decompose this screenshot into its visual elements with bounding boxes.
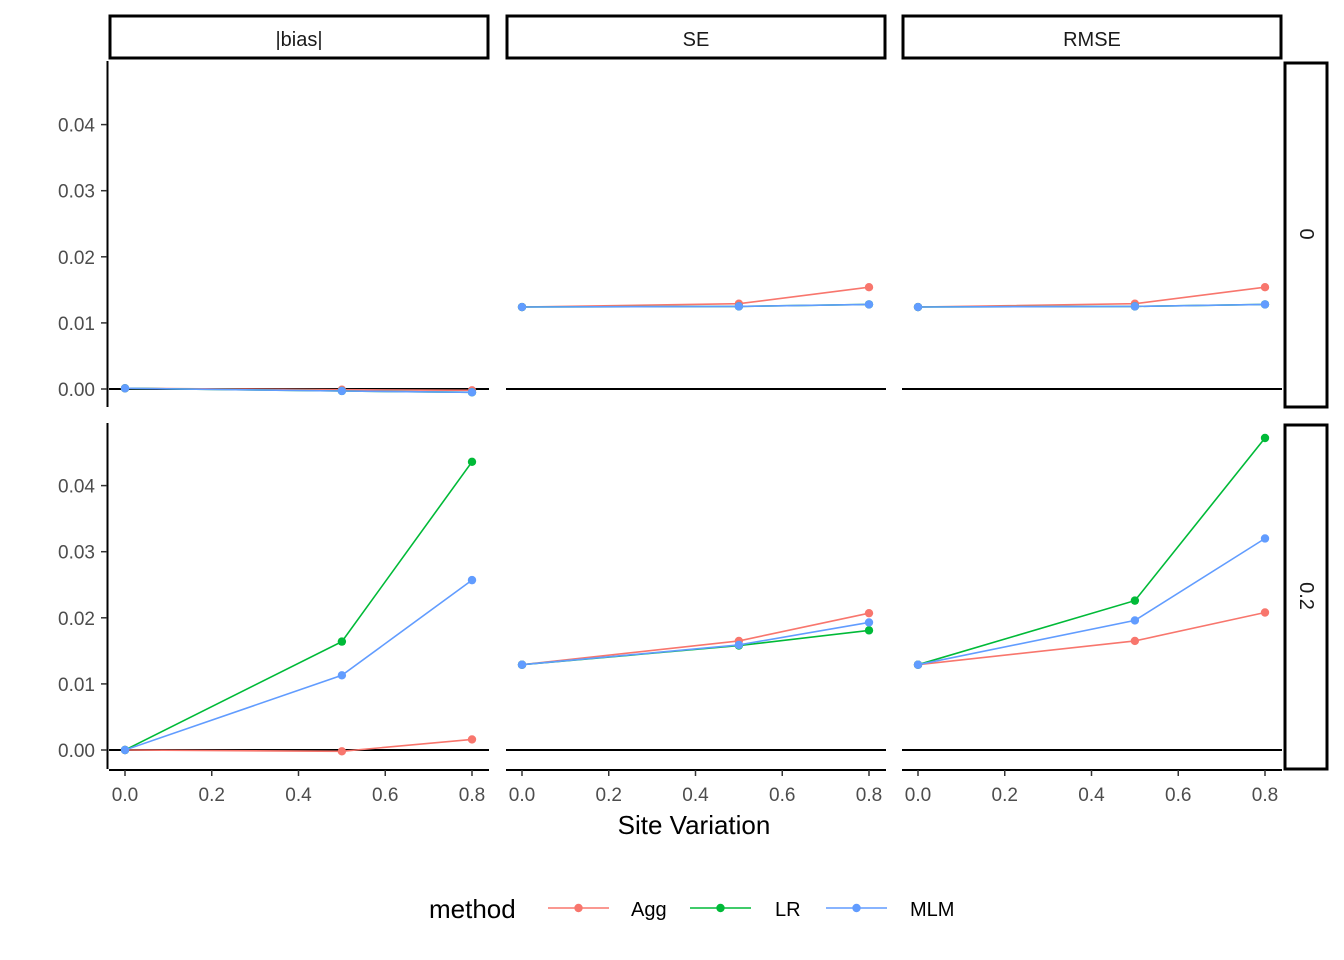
x-axis-title: Site Variation bbox=[618, 810, 771, 840]
panel-se-row-0-2 bbox=[506, 608, 886, 751]
y-tick-label: 0.00 bbox=[58, 741, 95, 762]
data-point-mlm bbox=[467, 575, 477, 585]
legend-label-agg: Agg bbox=[631, 899, 667, 921]
data-point-mlm bbox=[864, 300, 874, 309]
data-point-mlm bbox=[120, 384, 130, 393]
legend-key-point-agg bbox=[574, 903, 583, 913]
x-tick-label: 0.6 bbox=[372, 785, 398, 806]
strip-label-bias: |bias| bbox=[275, 29, 322, 51]
x-tick-label: 0.2 bbox=[992, 785, 1018, 806]
x-tick-label: 0.4 bbox=[285, 785, 312, 806]
legend: method Agg LR MLM bbox=[429, 894, 954, 924]
panel-bias-row-0-2 bbox=[109, 457, 489, 756]
data-point-mlm bbox=[1130, 302, 1140, 311]
row-strip-label-0-2: 0.2 bbox=[1295, 582, 1317, 610]
x-tick-label: 0.6 bbox=[1165, 785, 1191, 806]
y-tick-label: 0.03 bbox=[58, 182, 95, 203]
data-point-lr bbox=[1260, 433, 1270, 443]
y-tick-label: 0.04 bbox=[58, 477, 95, 498]
x-tick-label: 0.4 bbox=[1078, 785, 1105, 806]
panels bbox=[109, 283, 1282, 756]
row-strip-0-2-box bbox=[1283, 423, 1329, 771]
data-point-mlm bbox=[734, 302, 744, 311]
legend-title: method bbox=[429, 894, 516, 924]
y-tick-label: 0.04 bbox=[58, 116, 95, 137]
x-tick-label: 0.2 bbox=[199, 785, 225, 806]
panel-se-row-0 bbox=[506, 283, 886, 390]
data-point-mlm bbox=[734, 640, 744, 650]
data-point-lr bbox=[337, 637, 347, 646]
strip-se-box bbox=[505, 14, 887, 60]
y-tick-label: 0.02 bbox=[58, 248, 95, 269]
x-tick-label: 0.2 bbox=[596, 785, 622, 806]
y-tick-label: 0.01 bbox=[58, 314, 95, 335]
legend-label-lr: LR bbox=[775, 899, 801, 921]
data-point-lr bbox=[467, 457, 477, 467]
data-point-mlm bbox=[517, 302, 527, 312]
data-point-lr bbox=[864, 626, 874, 635]
data-point-agg bbox=[467, 735, 477, 744]
x-tick-label: 0.0 bbox=[905, 785, 931, 806]
panel-rmse-row-0-2 bbox=[902, 433, 1282, 751]
data-point-mlm bbox=[913, 660, 923, 669]
legend-label-mlm: MLM bbox=[910, 899, 954, 921]
panel-rmse-row-0 bbox=[902, 283, 1282, 390]
x-tick-label: 0.6 bbox=[769, 785, 795, 806]
data-point-mlm bbox=[467, 388, 477, 397]
y-tick-label: 0.01 bbox=[58, 675, 95, 696]
data-point-mlm bbox=[1260, 300, 1270, 309]
x-tick-label: 0.8 bbox=[1252, 785, 1278, 806]
x-tick-label: 0.8 bbox=[856, 785, 882, 806]
data-point-mlm bbox=[337, 386, 347, 396]
data-point-agg bbox=[337, 747, 347, 756]
x-tick-label: 0.8 bbox=[459, 785, 485, 806]
data-point-mlm bbox=[337, 671, 347, 680]
data-point-agg bbox=[1260, 608, 1270, 617]
row-strip-label-0: 0 bbox=[1295, 228, 1317, 239]
strip-bias-box bbox=[108, 14, 490, 60]
data-point-mlm bbox=[1260, 534, 1270, 543]
row-strips: 00.2 bbox=[1283, 61, 1329, 771]
y-tick-label: 0.00 bbox=[58, 380, 95, 401]
data-point-lr bbox=[1130, 596, 1140, 605]
data-point-mlm bbox=[1130, 616, 1140, 625]
data-point-mlm bbox=[517, 660, 527, 669]
y-tick-label: 0.02 bbox=[58, 609, 95, 630]
data-point-agg bbox=[1130, 636, 1140, 646]
data-point-agg bbox=[864, 608, 874, 618]
axes: 0.00 0.01 0.02 0.03 0.04 0.00 0.01 0.02 0.03 0.04… bbox=[58, 61, 1282, 806]
strip-rmse-box bbox=[901, 14, 1283, 60]
data-point-agg bbox=[864, 283, 874, 292]
strip-label-se: SE bbox=[683, 29, 710, 51]
data-point-mlm bbox=[120, 745, 130, 755]
x-tick-label: 0.0 bbox=[112, 785, 138, 806]
data-point-mlm bbox=[864, 618, 874, 627]
panel-bias-row-0 bbox=[109, 384, 489, 397]
legend-key-point-mlm bbox=[852, 903, 861, 913]
data-point-mlm bbox=[913, 302, 923, 312]
column-strips: |bias| SE RMSE bbox=[108, 14, 1283, 60]
data-point-agg bbox=[1260, 283, 1270, 292]
row-strip-0-box bbox=[1283, 61, 1329, 409]
x-tick-label: 0.0 bbox=[509, 785, 535, 806]
x-tick-label: 0.4 bbox=[682, 785, 709, 806]
legend-key-point-lr bbox=[716, 903, 725, 913]
y-tick-label: 0.03 bbox=[58, 543, 95, 564]
strip-label-rmse: RMSE bbox=[1063, 29, 1121, 51]
